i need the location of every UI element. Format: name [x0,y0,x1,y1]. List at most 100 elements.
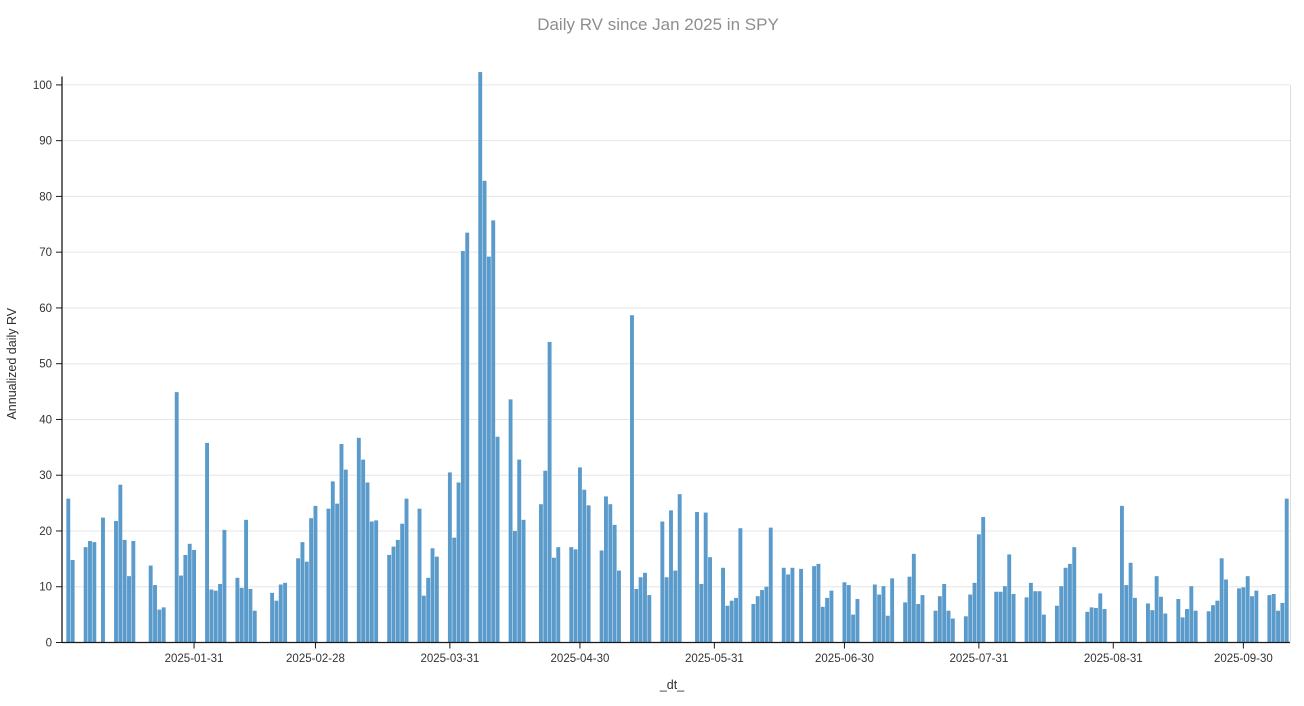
bar [950,618,955,643]
bar [218,583,223,643]
bar [586,505,591,643]
bar [70,559,75,643]
bar [460,251,465,643]
bar [937,596,942,643]
bar [1271,593,1276,643]
bar [335,503,340,643]
bar [664,577,669,643]
bar [569,547,574,643]
bar [582,489,587,643]
bar [1098,593,1103,643]
bar [846,585,851,643]
bar [1119,505,1124,643]
bar [751,604,756,643]
x-tick-label: 2025-05-31 [685,653,744,665]
bar [118,484,123,643]
bar [387,554,392,643]
bar [998,591,1003,643]
bar [764,586,769,643]
bar [339,443,344,643]
bar [1280,602,1285,643]
bar [920,595,925,643]
bar [417,508,422,643]
bar [842,582,847,643]
bar [478,72,483,643]
bar [430,548,435,643]
y-tick-label: 0 [46,638,52,650]
bar [538,504,543,643]
bar [851,614,856,643]
bar [599,550,604,643]
bar [543,470,548,643]
bar [179,575,183,643]
y-tick-label: 40 [39,414,52,426]
y-tick-label: 80 [39,191,52,203]
bar [1054,605,1059,643]
bar [903,602,908,643]
bar [1219,558,1224,643]
y-tick-label: 20 [39,526,52,538]
y-tick-label: 50 [39,359,52,371]
bar [183,554,188,643]
bar [508,399,513,643]
bar [781,567,786,643]
bar [968,594,973,643]
x-tick-label: 2025-04-30 [551,653,610,665]
bar [278,584,283,643]
x-tick-label: 2025-06-30 [815,653,874,665]
bar [577,467,582,643]
bar [608,504,613,643]
bar [174,392,179,643]
y-tick-label: 10 [39,582,52,594]
x-tick-label: 2025-02-28 [286,653,345,665]
bar [495,436,500,643]
bar [612,524,617,643]
bar [521,519,526,643]
bar [369,521,374,643]
bar [512,530,517,643]
bar [400,523,405,643]
bar [1093,607,1098,643]
x-tick-label: 2025-09-30 [1214,653,1273,665]
bar [933,610,938,643]
bar [404,498,409,643]
bar [1163,613,1168,643]
bar [673,570,678,643]
bar [304,561,309,643]
bar [452,537,457,643]
bar [300,542,305,643]
bar [447,472,452,643]
bar [426,577,431,643]
bar [421,595,426,643]
bar [192,549,196,643]
bar [1254,590,1259,643]
bar [738,528,743,643]
bar [1007,554,1012,643]
bar [734,597,738,643]
bar [972,582,977,643]
bar [638,577,643,643]
bar [1189,586,1194,643]
bar [161,607,166,643]
bar [816,563,821,643]
bar [244,519,249,643]
bar [187,543,192,643]
bars-group [66,72,1289,643]
bar [1215,600,1220,643]
bar [721,567,725,643]
bar [1185,609,1189,643]
bar [1011,593,1016,643]
bar [1237,588,1241,643]
bar [669,510,673,643]
bar [101,517,105,643]
bar [270,592,275,643]
bar [890,578,895,643]
bar [517,459,522,643]
bar [330,481,335,643]
bar [963,616,968,643]
bar [153,585,157,643]
bar [820,606,825,643]
bar [885,615,890,643]
